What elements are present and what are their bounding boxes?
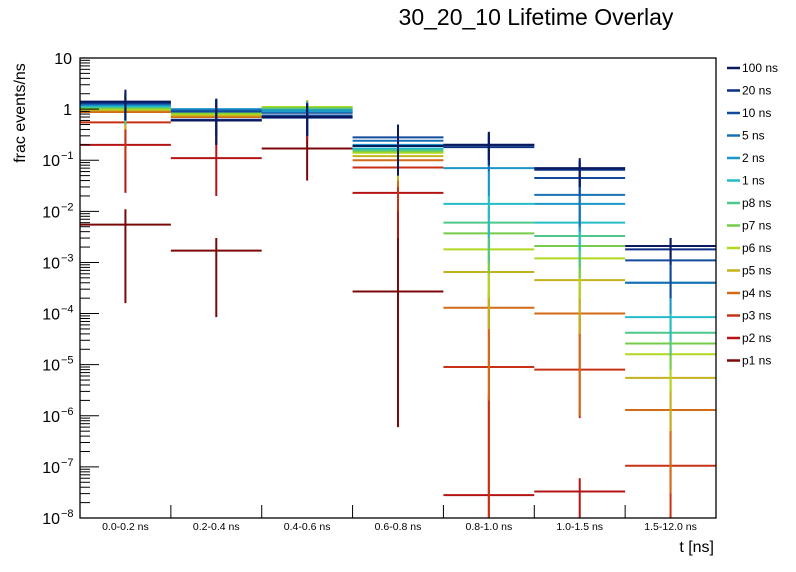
legend-item: p1 ns <box>727 354 771 368</box>
y-tick-exponent: −7 <box>61 457 74 469</box>
y-tick-label: 1 <box>63 102 72 119</box>
legend-item: 20 ns <box>727 84 771 98</box>
legend-label: 5 ns <box>742 129 765 143</box>
legend-item: 2 ns <box>727 151 765 165</box>
series-layer <box>80 89 716 518</box>
x-tick-label: 1.0-1.5 ns <box>556 521 603 533</box>
x-axis: 0.0-0.2 ns 0.2-0.4 ns 0.4-0.6 ns 0.6-0.8 ns… <box>102 505 697 533</box>
y-tick-label: 10 <box>42 460 60 477</box>
legend-label: p1 ns <box>742 354 771 368</box>
y-tick-label: 10 <box>42 409 60 426</box>
y-tick-label: 10 <box>42 307 60 324</box>
legend-item: 100 ns <box>727 61 778 75</box>
y-tick-label: 10 <box>42 204 60 221</box>
y-tick-exponent: −2 <box>61 201 74 213</box>
legend-item: 1 ns <box>727 174 765 188</box>
legend-label: p4 ns <box>742 286 771 300</box>
y-tick-label: 10 <box>42 153 60 170</box>
legend-item: p3 ns <box>727 309 771 323</box>
legend-item: 5 ns <box>727 129 765 143</box>
legend-label: p3 ns <box>742 309 771 323</box>
y-tick-exponent: −6 <box>61 406 74 418</box>
legend-item: p8 ns <box>727 196 771 210</box>
legend-item: p4 ns <box>727 286 771 300</box>
x-tick-label: 0.4-0.6 ns <box>284 521 331 533</box>
series-100-ns <box>80 89 716 259</box>
chart-title: 30_20_10 Lifetime Overlay <box>399 4 674 30</box>
legend-label: p5 ns <box>742 264 771 278</box>
x-tick-label: 0.6-0.8 ns <box>375 521 422 533</box>
legend-item: p6 ns <box>727 241 771 255</box>
x-tick-label: 0.2-0.4 ns <box>193 521 240 533</box>
legend-item: p5 ns <box>727 264 771 278</box>
y-tick-label: 10 <box>42 511 60 528</box>
legend-label: p2 ns <box>742 331 771 345</box>
series-p1-ns <box>80 135 444 428</box>
legend-label: 1 ns <box>742 174 765 188</box>
x-tick-label: 0.8-1.0 ns <box>466 521 513 533</box>
legend: 100 ns 20 ns 10 ns 5 ns 2 ns 1 ns p8 ns p7 ns p6… <box>727 61 778 368</box>
legend-label: p8 ns <box>742 196 771 210</box>
legend-item: p2 ns <box>727 331 771 345</box>
y-tick-exponent: −8 <box>61 508 74 520</box>
legend-item: p7 ns <box>727 219 771 233</box>
y-axis-label: frac events/ns <box>12 63 29 163</box>
x-tick-label: 1.5-12.0 ns <box>644 521 697 533</box>
plot-frame <box>79 57 717 519</box>
legend-label: 100 ns <box>742 61 778 75</box>
y-tick-exponent: −5 <box>61 355 74 367</box>
y-tick-exponent: −1 <box>61 150 74 162</box>
y-tick-exponent: −4 <box>61 304 74 316</box>
y-tick-exponent: −3 <box>61 252 74 264</box>
legend-label: p7 ns <box>742 219 771 233</box>
x-tick-label: 0.0-0.2 ns <box>102 521 149 533</box>
y-tick-label: 10 <box>54 51 72 68</box>
legend-item: 10 ns <box>727 106 771 120</box>
legend-label: 10 ns <box>742 106 771 120</box>
x-axis-label: t [ns] <box>679 539 714 556</box>
legend-label: 20 ns <box>742 84 771 98</box>
y-tick-label: 10 <box>42 255 60 272</box>
legend-label: 2 ns <box>742 151 765 165</box>
y-tick-label: 10 <box>42 358 60 375</box>
legend-label: p6 ns <box>742 241 771 255</box>
